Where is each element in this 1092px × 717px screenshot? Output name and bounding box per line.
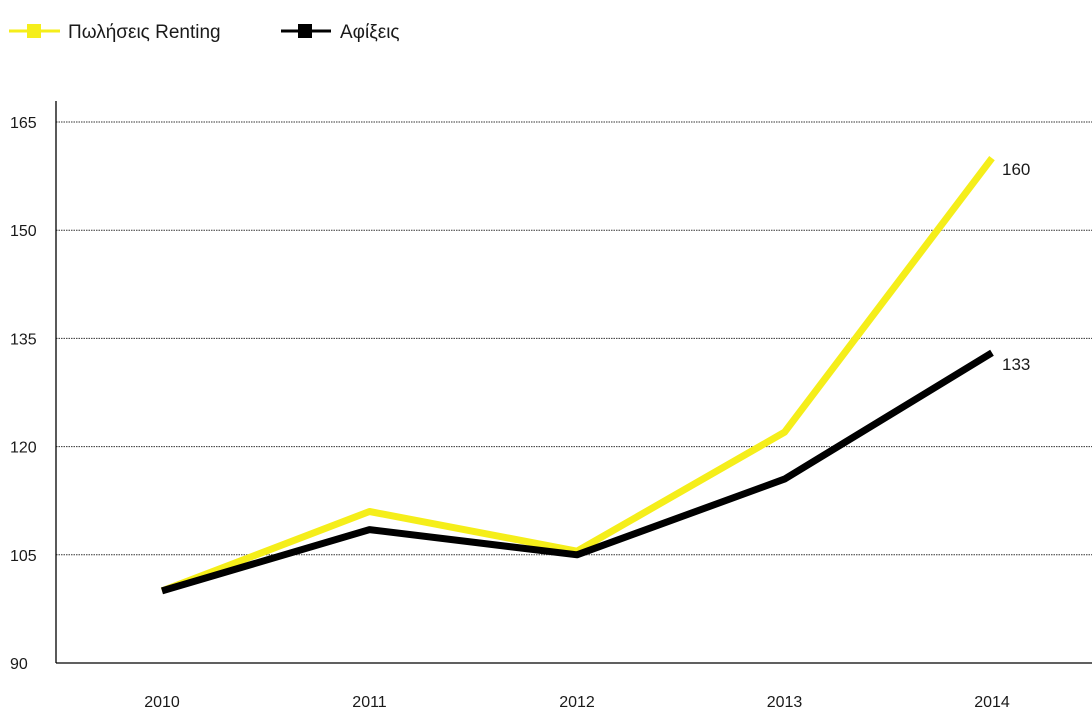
x-tick-label-2010: 2010 xyxy=(144,694,180,711)
x-axis-tick-labels: 2010 2011 2012 2013 2014 xyxy=(144,694,1010,711)
legend: Πωλήσεις Renting Αφίξεις xyxy=(9,22,400,43)
data-labels: 160 133 xyxy=(1002,160,1030,374)
legend-label-renting-sales: Πωλήσεις Renting xyxy=(68,22,221,43)
y-tick-label-165: 165 xyxy=(10,115,37,132)
y-tick-label-135: 135 xyxy=(10,331,37,348)
x-tick-label-2012: 2012 xyxy=(559,694,595,711)
series-line-renting-sales xyxy=(160,155,995,595)
axes xyxy=(55,101,1092,664)
x-tick-label-2014: 2014 xyxy=(974,694,1010,711)
legend-label-arrivals: Αφίξεις xyxy=(340,22,400,43)
series-line-arrivals xyxy=(161,349,994,595)
y-tick-label-120: 120 xyxy=(10,440,37,457)
legend-marker-renting-sales xyxy=(27,24,41,38)
x-tick-label-2011: 2011 xyxy=(352,694,387,711)
end-label-arrivals: 133 xyxy=(1002,355,1030,374)
y-tick-label-105: 105 xyxy=(10,548,37,565)
end-label-renting-sales: 160 xyxy=(1002,160,1030,179)
y-tick-label-150: 150 xyxy=(10,223,37,240)
x-tick-label-2013: 2013 xyxy=(767,694,803,711)
y-tick-label-90: 90 xyxy=(10,656,28,673)
series-lines xyxy=(160,155,995,595)
y-axis-tick-labels: 90 105 120 135 150 165 xyxy=(10,115,37,673)
legend-marker-arrivals xyxy=(298,24,312,38)
gridlines xyxy=(56,121,1092,556)
